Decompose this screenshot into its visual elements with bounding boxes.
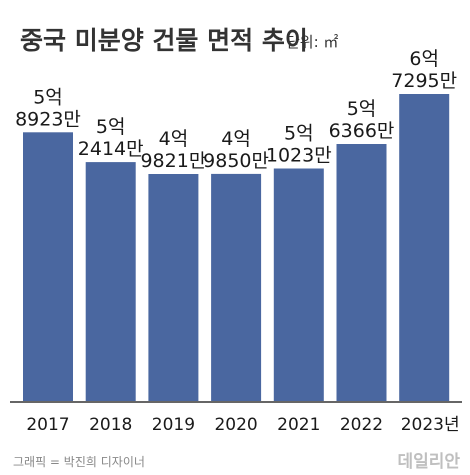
x-tick-label: 2018 (89, 415, 132, 435)
chart-title: 중국 미분양 건물 면적 추이 (20, 26, 308, 55)
data-label-line2: 7295만 (391, 70, 457, 92)
bars-group: 5억8923만20175억2414만20184억9821만20194억9850만… (15, 48, 460, 435)
data-label-line2: 1023만 (266, 145, 332, 167)
x-tick-label: 2019 (152, 415, 195, 435)
bar-2018 (85, 162, 136, 401)
bar-2019 (148, 174, 199, 401)
data-label-line1: 4억 (159, 128, 189, 150)
x-tick-label: 2020 (214, 415, 257, 435)
data-label-line1: 5억 (33, 86, 63, 108)
data-label-line1: 5억 (347, 98, 377, 120)
x-tick-label: 2022 (340, 415, 383, 435)
data-label-line2: 9850만 (203, 150, 269, 172)
data-label-line2: 9821만 (140, 150, 206, 172)
data-label-line1: 5억 (284, 123, 314, 145)
credit-text: 그래픽 = 박진희 디자이너 (13, 455, 145, 469)
bar-2022 (336, 144, 387, 401)
bar-2017 (23, 132, 73, 402)
data-label-line2: 2414만 (78, 138, 144, 160)
bar-2020 (211, 173, 262, 401)
x-tick-label: 2017 (26, 415, 69, 435)
data-label-line1: 6억 (409, 48, 439, 70)
brand-logo: 데일리안 (397, 452, 460, 472)
data-label-line2: 6366만 (329, 120, 395, 142)
x-tick-label: 2023년 (401, 415, 460, 435)
data-label-line1: 5억 (96, 116, 126, 138)
bar-2023년 (399, 94, 450, 401)
unit-label: 단위: ㎡ (286, 33, 338, 51)
data-label-line2: 8923만 (15, 108, 81, 130)
bar-2021 (273, 168, 324, 401)
x-tick-label: 2021 (277, 415, 320, 435)
data-label-line1: 4억 (221, 128, 251, 150)
